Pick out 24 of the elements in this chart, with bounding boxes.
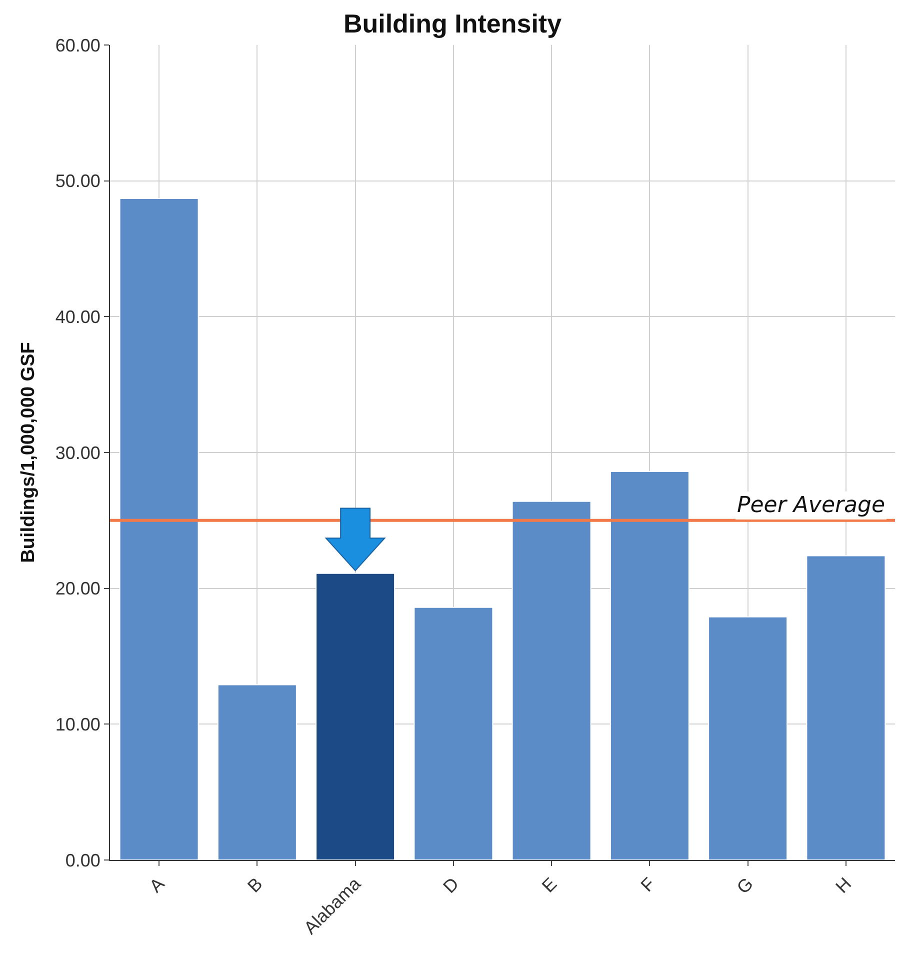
bar [806, 555, 886, 860]
bar [217, 684, 297, 860]
x-tick-label: F [636, 874, 659, 896]
y-tick-label: 40.00 [55, 306, 100, 327]
bar [414, 606, 494, 860]
bar [119, 198, 199, 860]
x-tick-label: A [146, 874, 168, 896]
bar [512, 500, 592, 860]
ref-line-label: Peer Average [737, 493, 886, 518]
y-tick-label: 10.00 [55, 714, 100, 734]
x-tick-label: H [832, 874, 856, 897]
y-tick-label: 20.00 [55, 578, 100, 599]
x-tick-label: D [439, 874, 463, 897]
bar [610, 471, 690, 860]
x-tick-label: E [538, 874, 561, 896]
y-axis-title: Buildings/1,000,000 GSF [18, 342, 40, 563]
y-tick-label: 50.00 [55, 171, 100, 192]
x-tick-label: G [732, 874, 757, 898]
bar [708, 616, 788, 860]
y-tick-label: 60.00 [55, 35, 100, 56]
y-tick-label: 0.00 [65, 850, 100, 870]
chart-title: Building Intensity [343, 8, 562, 39]
x-tick-label: B [244, 874, 266, 896]
y-tick-label: 30.00 [55, 442, 100, 463]
